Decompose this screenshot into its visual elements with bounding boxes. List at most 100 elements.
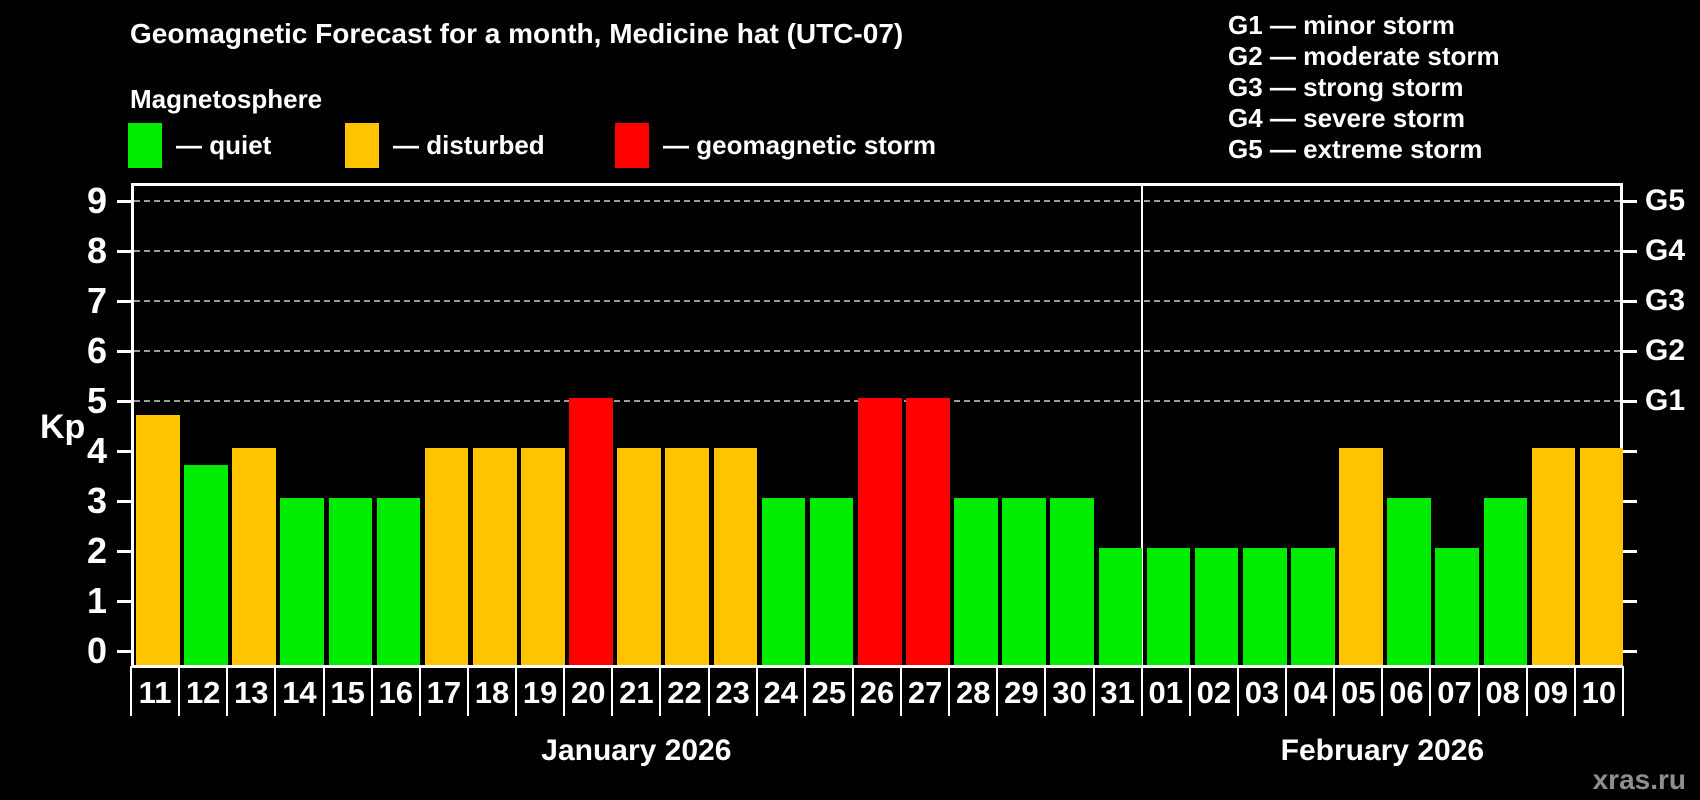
y-tick-label-1: 1 bbox=[86, 580, 107, 621]
day-cell-border bbox=[900, 666, 903, 716]
g1-legend-line: G1 — minor storm bbox=[1228, 10, 1455, 40]
day-cell-border bbox=[563, 666, 566, 716]
day-label-15: 15 bbox=[330, 675, 365, 710]
kp-bar-day-02 bbox=[1194, 548, 1239, 665]
kp-bar-day-14 bbox=[280, 498, 324, 665]
day-cell-border bbox=[418, 666, 421, 716]
day-label-24: 24 bbox=[763, 675, 798, 710]
kp-bar-day-10 bbox=[1579, 448, 1624, 665]
day-label-07: 07 bbox=[1437, 675, 1472, 710]
day-cell-border bbox=[1525, 666, 1528, 716]
y-axis-tick-right bbox=[1623, 600, 1637, 603]
day-label-26: 26 bbox=[859, 675, 895, 710]
month-label-1: February 2026 bbox=[1280, 734, 1485, 767]
legend-item-label: — quiet bbox=[176, 130, 272, 160]
g-scale-legend: G1 — minor storm G2 — moderate storm G3 … bbox=[1228, 10, 1500, 165]
day-label-22: 22 bbox=[667, 675, 702, 710]
day-cell-border bbox=[707, 666, 710, 716]
day-label-31: 31 bbox=[1100, 675, 1135, 710]
y-tick-label-9: 9 bbox=[86, 180, 107, 221]
kp-bar-day-24 bbox=[761, 498, 806, 665]
kp-bar-day-01 bbox=[1146, 548, 1191, 665]
g4-legend-line: G4 — severe storm bbox=[1228, 103, 1466, 133]
legend-item-label: — disturbed bbox=[393, 130, 545, 160]
kp-bar-day-12 bbox=[184, 464, 228, 665]
kp-bar-day-26 bbox=[857, 398, 902, 665]
day-cell-border bbox=[1092, 666, 1095, 716]
day-label-04: 04 bbox=[1292, 675, 1328, 710]
day-cell-border bbox=[515, 666, 518, 716]
disturbed-color-swatch bbox=[345, 123, 379, 168]
day-label-14: 14 bbox=[282, 675, 317, 710]
y-axis-tick-left bbox=[117, 350, 131, 353]
kp-bar-day-28 bbox=[954, 498, 998, 665]
day-cell-border bbox=[1381, 666, 1384, 716]
day-cell-border bbox=[611, 666, 614, 716]
grid-line-kp7 bbox=[134, 300, 1620, 302]
kp-bar-day-31 bbox=[1098, 548, 1143, 665]
g-axis-label-G1: G1 bbox=[1645, 384, 1686, 417]
y-axis-tick-left bbox=[117, 650, 131, 653]
day-cell-border bbox=[466, 666, 469, 716]
y-axis-tick-left bbox=[117, 400, 131, 403]
day-label-27: 27 bbox=[907, 675, 943, 710]
grid-line-kp8 bbox=[134, 250, 1620, 252]
day-cell-border bbox=[1573, 666, 1576, 716]
y-tick-label-3: 3 bbox=[86, 480, 107, 521]
day-cell-border bbox=[274, 666, 277, 716]
grid-line-kp9 bbox=[134, 200, 1620, 202]
kp-bar-day-21 bbox=[617, 448, 661, 665]
day-cell-border bbox=[1285, 666, 1288, 716]
legend-title: Magnetosphere bbox=[130, 84, 323, 114]
y-axis-tick-left bbox=[117, 450, 131, 453]
day-cell-border bbox=[1333, 666, 1336, 716]
kp-bar-day-27 bbox=[906, 398, 950, 665]
kp-bar-day-18 bbox=[472, 448, 517, 665]
g5-legend-line: G5 — extreme storm bbox=[1228, 134, 1483, 164]
kp-bar-day-08 bbox=[1483, 498, 1528, 665]
day-cell-border bbox=[370, 666, 373, 716]
kp-bar-day-20 bbox=[569, 398, 613, 665]
legend-item-storm: — geomagnetic storm bbox=[615, 123, 936, 168]
kp-bar-day-05 bbox=[1339, 448, 1383, 665]
y-tick-label-6: 6 bbox=[86, 330, 107, 371]
day-cell-border bbox=[322, 666, 325, 716]
kp-bar-day-11 bbox=[136, 414, 180, 665]
day-label-17: 17 bbox=[426, 675, 462, 710]
day-cell-border bbox=[1429, 666, 1432, 716]
kp-bar-day-09 bbox=[1531, 448, 1576, 665]
day-cell-border bbox=[755, 666, 758, 716]
y-axis-tick-right bbox=[1623, 650, 1637, 653]
day-label-13: 13 bbox=[234, 675, 269, 710]
day-cell-border bbox=[948, 666, 951, 716]
day-cell-border bbox=[130, 666, 132, 716]
g-axis-label-G5: G5 bbox=[1645, 184, 1686, 217]
day-label-05: 05 bbox=[1341, 675, 1376, 710]
y-axis-title: Kp bbox=[40, 408, 86, 446]
kp-bar-day-22 bbox=[665, 448, 710, 665]
kp-bar-day-23 bbox=[713, 448, 758, 665]
y-axis-tick-left bbox=[117, 200, 131, 203]
g2-legend-line: G2 — moderate storm bbox=[1228, 41, 1500, 71]
y-tick-label-8: 8 bbox=[86, 230, 107, 271]
day-label-28: 28 bbox=[956, 675, 991, 710]
day-cell-border bbox=[996, 666, 999, 716]
day-label-30: 30 bbox=[1052, 675, 1087, 710]
day-label-25: 25 bbox=[811, 675, 847, 710]
y-axis-tick-right bbox=[1623, 500, 1637, 503]
day-label-08: 08 bbox=[1485, 675, 1520, 710]
y-tick-label-0: 0 bbox=[86, 630, 107, 671]
y-axis-tick-right bbox=[1623, 250, 1637, 253]
kp-bar-day-03 bbox=[1242, 548, 1287, 665]
g-axis-label-G2: G2 bbox=[1645, 334, 1686, 367]
day-label-03: 03 bbox=[1244, 675, 1280, 710]
day-cell-border bbox=[226, 666, 229, 716]
day-cell-border bbox=[178, 666, 181, 716]
chart-title: Geomagnetic Forecast for a month, Medici… bbox=[130, 18, 904, 49]
day-cell-border bbox=[1477, 666, 1480, 716]
day-cell-border bbox=[803, 666, 806, 716]
kp-bar-day-17 bbox=[424, 448, 469, 665]
y-axis-tick-left bbox=[117, 550, 131, 553]
day-cell-border bbox=[1236, 666, 1239, 716]
